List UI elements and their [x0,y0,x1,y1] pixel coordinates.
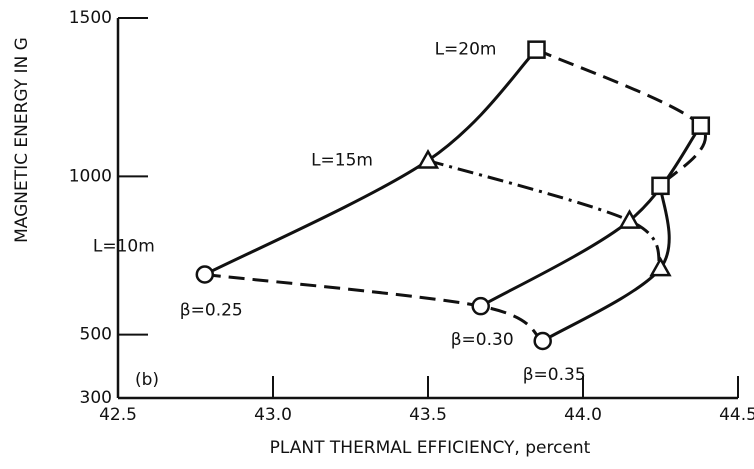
marker [195,265,215,284]
x-tick-label: 44.5 [719,405,754,425]
series-line [204,273,544,343]
marker [618,209,641,229]
x-tick-label: 44.0 [564,405,602,425]
marker [527,40,546,59]
x-tick-label: 42.5 [99,405,137,425]
y-tick-label: 1000 [69,166,112,186]
annotation: (b) [135,370,159,390]
series-label: β=0.30 [451,330,514,350]
y-tick-label: 500 [80,325,112,345]
series-line [427,159,662,269]
series-label: β=0.35 [523,365,586,385]
x-tick-label: 43.5 [409,405,447,425]
x-tick-label: 43.0 [254,405,292,425]
series-label: L=10m [93,237,155,257]
series-label: L=15m [311,151,373,171]
series-label: β=0.25 [180,301,243,321]
marker [471,296,490,316]
marker [649,256,672,277]
marker [533,331,552,351]
y-tick-label: 1500 [69,8,112,28]
marker [651,176,670,196]
x-axis-label: PLANT THERMAL EFFICIENCY, percent [270,438,591,458]
marker [416,148,440,169]
y-axis-label: MAGNETIC ENERGY IN G [12,37,32,243]
series-label: L=20m [435,40,497,60]
marker [691,116,711,135]
series-line [535,48,707,187]
y-tick-label: 300 [80,388,112,408]
